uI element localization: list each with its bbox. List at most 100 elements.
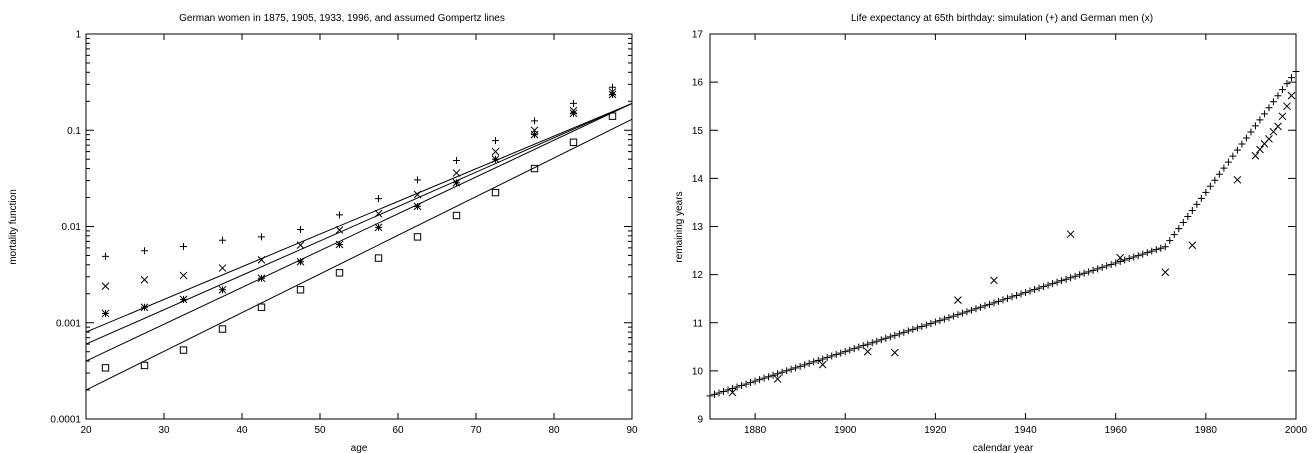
german-men-point — [1161, 268, 1170, 277]
simulation-point — [1130, 253, 1138, 261]
x-tick-label: 50 — [314, 425, 326, 436]
simulation-point — [706, 392, 714, 400]
data-point-star — [179, 295, 188, 304]
simulation-point — [1175, 225, 1183, 233]
simulation-point — [967, 306, 975, 314]
simulation-point — [1260, 110, 1268, 118]
simulation-point — [918, 322, 926, 330]
y-tick-label: 14 — [692, 174, 704, 185]
german-men-point — [954, 296, 962, 304]
data-point-cross — [257, 256, 266, 264]
simulation-point — [927, 320, 935, 328]
simulation-series — [706, 68, 1300, 400]
y-tick-label: 11 — [693, 318, 704, 329]
simulation-point — [1139, 250, 1147, 258]
simulation-point — [1026, 287, 1034, 295]
x-tick-label: 1980 — [1195, 425, 1218, 436]
simulation-point — [940, 315, 948, 323]
y-tick-label: 9 — [697, 415, 703, 426]
simulation-point — [891, 331, 899, 339]
data-point-star — [101, 309, 110, 318]
simulation-point — [904, 327, 912, 335]
left-plot-frame — [85, 33, 633, 420]
data-point-star — [257, 274, 266, 283]
simulation-point — [1017, 290, 1025, 298]
data-point-cross — [296, 241, 305, 250]
german-men-point — [1283, 102, 1291, 111]
simulation-point — [1193, 200, 1201, 208]
data-point-square — [101, 364, 110, 372]
german-men-point — [1269, 127, 1278, 136]
german-men-point — [890, 348, 899, 357]
data-point-star — [296, 257, 305, 266]
simulation-point — [720, 387, 728, 395]
simulation-point — [742, 380, 750, 388]
simulation-point — [1206, 182, 1214, 190]
simulation-point — [1229, 152, 1237, 160]
simulation-point — [711, 390, 719, 398]
gompertz-line — [85, 102, 633, 345]
left-chart: German women in 1875, 1905, 1933, 1996, … — [8, 13, 638, 453]
simulation-point — [738, 382, 746, 390]
right-y-axis-label: remaining years — [674, 191, 685, 262]
x-tick-label: 70 — [470, 425, 482, 436]
data-point-star — [335, 240, 344, 249]
simulation-point — [1202, 188, 1210, 196]
y-tick-label: 12 — [692, 270, 704, 281]
right-chart-title: Life expectancy at 65th birthday: simula… — [851, 13, 1153, 24]
simulation-point — [850, 345, 858, 353]
simulation-point — [1292, 68, 1300, 76]
simulation-point — [958, 309, 966, 317]
data-point-plus — [453, 156, 460, 164]
german-men-point — [1265, 135, 1273, 143]
data-point-cross — [335, 226, 344, 234]
german-men-point — [1287, 91, 1296, 100]
gompertz-line — [85, 102, 633, 333]
data-point-cross — [491, 147, 500, 156]
german-men-point — [1188, 241, 1197, 250]
simulation-point — [1125, 255, 1133, 263]
y-tick-label: 1 — [75, 30, 81, 41]
right-plot-frame — [709, 33, 1297, 420]
simulation-point — [1265, 104, 1273, 112]
simulation-point — [922, 321, 930, 329]
simulation-point — [1080, 269, 1088, 277]
data-point-plus — [492, 137, 499, 145]
simulation-point — [882, 334, 890, 342]
y-tick-label: 13 — [692, 222, 704, 233]
y-tick-label: 10 — [692, 366, 704, 377]
data-point-cross — [179, 271, 188, 280]
left-x-axis-label: age — [351, 443, 368, 453]
simulation-point — [990, 299, 998, 307]
simulation-point — [976, 303, 984, 311]
gompertz-line — [85, 102, 633, 362]
simulation-point — [913, 324, 921, 332]
simulation-point — [1238, 140, 1246, 148]
x-tick-label: 80 — [548, 425, 560, 436]
simulation-point — [859, 342, 867, 350]
data-point-plus — [375, 195, 382, 203]
data-point-star — [374, 223, 383, 232]
simulation-point — [1103, 262, 1111, 270]
x-tick-label: 1960 — [1105, 425, 1128, 436]
data-point-cross — [413, 190, 422, 199]
german-men-point — [1278, 112, 1287, 121]
simulation-point — [733, 383, 741, 391]
x-tick-label: 1880 — [744, 425, 767, 436]
data-point-plus — [531, 117, 538, 125]
data-point-star — [608, 90, 617, 99]
x-tick-label: 40 — [236, 425, 248, 436]
y-tick-label: 15 — [692, 126, 704, 137]
data-point-plus — [258, 233, 265, 241]
simulation-point — [819, 355, 827, 363]
data-point-square — [374, 254, 383, 262]
simulation-point — [1188, 206, 1196, 214]
german-men-point — [1066, 230, 1075, 239]
x-tick-label: 90 — [626, 425, 638, 436]
simulation-point — [1107, 260, 1115, 268]
simulation-point — [1049, 280, 1057, 288]
simulation-point — [1008, 293, 1016, 301]
simulation-point — [828, 352, 836, 360]
simulation-point — [963, 308, 971, 316]
simulation-point — [778, 368, 786, 376]
